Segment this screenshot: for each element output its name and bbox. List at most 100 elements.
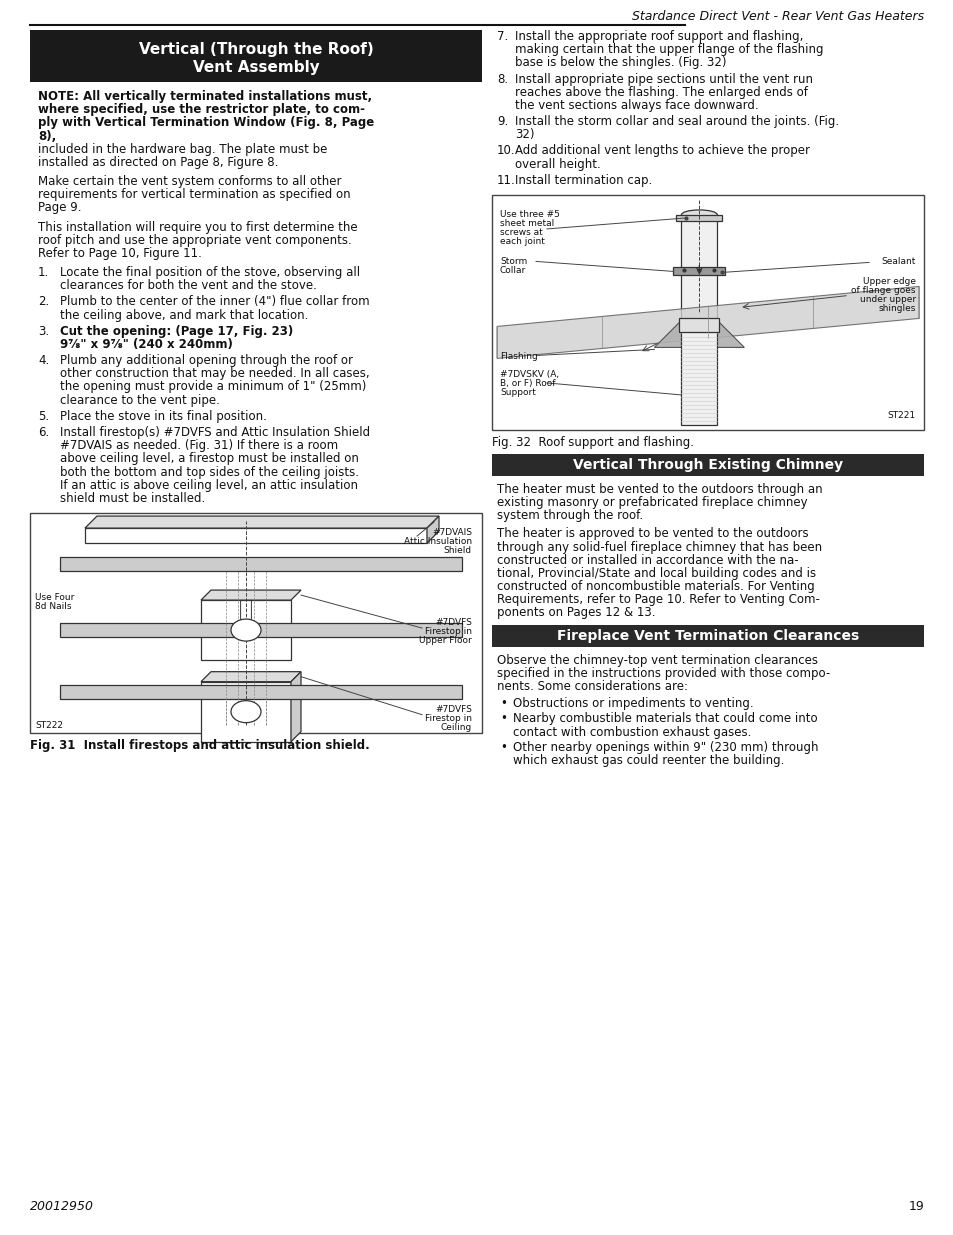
- Text: Install the appropriate roof support and flashing,: Install the appropriate roof support and…: [515, 30, 802, 43]
- Text: Plumb to the center of the inner (4") flue collar from: Plumb to the center of the inner (4") fl…: [60, 295, 369, 309]
- Text: 5.: 5.: [38, 410, 49, 422]
- Text: •: •: [499, 698, 506, 710]
- Text: through any solid-fuel fireplace chimney that has been: through any solid-fuel fireplace chimney…: [497, 541, 821, 553]
- Text: #7DVAIS as needed. (Fig. 31) If there is a room: #7DVAIS as needed. (Fig. 31) If there is…: [60, 440, 337, 452]
- Text: 11.: 11.: [497, 174, 516, 186]
- Text: 10.: 10.: [497, 144, 515, 157]
- Text: Shield: Shield: [443, 546, 472, 555]
- Text: Add additional vent lengths to achieve the proper: Add additional vent lengths to achieve t…: [515, 144, 809, 157]
- Text: installed as directed on Page 8, Figure 8.: installed as directed on Page 8, Figure …: [38, 156, 278, 169]
- Text: constructed of noncombustible materials. For Venting: constructed of noncombustible materials.…: [497, 580, 814, 593]
- Polygon shape: [201, 672, 301, 682]
- Text: Other nearby openings within 9" (230 mm) through: Other nearby openings within 9" (230 mm)…: [513, 741, 818, 753]
- Text: Flashing: Flashing: [499, 352, 537, 362]
- Text: Attic Insulation: Attic Insulation: [403, 537, 472, 546]
- Bar: [492, 625, 923, 647]
- Text: ponents on Pages 12 & 13.: ponents on Pages 12 & 13.: [497, 606, 655, 620]
- Text: clearance to the vent pipe.: clearance to the vent pipe.: [60, 394, 219, 406]
- Text: constructed or installed in accordance with the na-: constructed or installed in accordance w…: [497, 553, 798, 567]
- Polygon shape: [497, 287, 918, 358]
- Text: 8.: 8.: [497, 73, 508, 85]
- Text: The heater is approved to be vented to the outdoors: The heater is approved to be vented to t…: [497, 527, 808, 541]
- Text: 7.: 7.: [497, 30, 508, 43]
- Text: existing masonry or prefabricated fireplace chimney: existing masonry or prefabricated firepl…: [497, 496, 807, 509]
- Text: 20012950: 20012950: [30, 1200, 94, 1213]
- Text: If an attic is above ceiling level, an attic insulation: If an attic is above ceiling level, an a…: [60, 479, 357, 492]
- Text: Collar: Collar: [499, 267, 526, 275]
- Text: tional, Provincial/State and local building codes and is: tional, Provincial/State and local build…: [497, 567, 815, 580]
- Polygon shape: [201, 600, 291, 659]
- Text: Firestop in: Firestop in: [424, 714, 472, 722]
- Text: Install appropriate pipe sections until the vent run: Install appropriate pipe sections until …: [515, 73, 812, 85]
- Text: the vent sections always face downward.: the vent sections always face downward.: [515, 99, 758, 112]
- Text: shield must be installed.: shield must be installed.: [60, 492, 205, 505]
- Bar: [85, 529, 427, 543]
- Text: specified in the instructions provided with those compo-: specified in the instructions provided w…: [497, 667, 829, 679]
- Text: shingles: shingles: [878, 304, 915, 314]
- Text: Support: Support: [499, 388, 536, 396]
- Bar: [676, 215, 721, 221]
- Text: Stardance Direct Vent - Rear Vent Gas Heaters: Stardance Direct Vent - Rear Vent Gas He…: [631, 10, 923, 23]
- Text: Storm: Storm: [499, 257, 527, 267]
- Text: Install the storm collar and seal around the joints. (Fig.: Install the storm collar and seal around…: [515, 115, 839, 128]
- Text: Fig. 31  Install firestops and attic insulation shield.: Fig. 31 Install firestops and attic insu…: [30, 739, 370, 752]
- Text: clearances for both the vent and the stove.: clearances for both the vent and the sto…: [60, 279, 316, 293]
- Text: Fig. 32  Roof support and flashing.: Fig. 32 Roof support and flashing.: [492, 436, 693, 450]
- Text: Plumb any additional opening through the roof or: Plumb any additional opening through the…: [60, 354, 353, 367]
- Polygon shape: [201, 590, 301, 600]
- Text: 2.: 2.: [38, 295, 50, 309]
- Bar: [673, 268, 724, 275]
- Text: which exhaust gas could reenter the building.: which exhaust gas could reenter the buil…: [513, 753, 783, 767]
- Text: Install firestop(s) #7DVFS and Attic Insulation Shield: Install firestop(s) #7DVFS and Attic Ins…: [60, 426, 370, 438]
- Text: each joint: each joint: [499, 237, 544, 246]
- Ellipse shape: [231, 700, 261, 722]
- Text: NOTE: All vertically terminated installations must,: NOTE: All vertically terminated installa…: [38, 90, 372, 103]
- Text: the opening must provide a minimum of 1" (25mm): the opening must provide a minimum of 1"…: [60, 380, 366, 394]
- Bar: [60, 557, 461, 571]
- Text: ply with Vertical Termination Window (Fig. 8, Page: ply with Vertical Termination Window (Fi…: [38, 116, 374, 130]
- Text: #7DVAIS: #7DVAIS: [432, 529, 472, 537]
- Polygon shape: [654, 320, 743, 347]
- Text: •: •: [499, 741, 506, 753]
- Polygon shape: [427, 516, 438, 543]
- Text: Firestop in: Firestop in: [424, 627, 472, 636]
- Text: 1.: 1.: [38, 266, 50, 279]
- Text: 8d Nails: 8d Nails: [35, 603, 71, 611]
- Text: Use Four: Use Four: [35, 593, 74, 603]
- Text: Fireplace Vent Termination Clearances: Fireplace Vent Termination Clearances: [557, 629, 859, 642]
- Text: 4.: 4.: [38, 354, 50, 367]
- Text: Vertical (Through the Roof): Vertical (Through the Roof): [138, 42, 373, 57]
- Bar: [679, 319, 719, 332]
- Text: of flange goes: of flange goes: [851, 287, 915, 295]
- Text: Make certain the vent system conforms to all other: Make certain the vent system conforms to…: [38, 175, 341, 188]
- Text: Requirements, refer to Page 10. Refer to Venting Com-: Requirements, refer to Page 10. Refer to…: [497, 593, 819, 606]
- Ellipse shape: [680, 210, 717, 220]
- Text: overall height.: overall height.: [515, 158, 600, 170]
- Text: above ceiling level, a firestop must be installed on: above ceiling level, a firestop must be …: [60, 452, 358, 466]
- Bar: [680, 320, 717, 425]
- Text: #7DVFS: #7DVFS: [435, 705, 472, 714]
- Text: Sealant: Sealant: [881, 257, 915, 267]
- Text: Observe the chimney-top vent termination clearances: Observe the chimney-top vent termination…: [497, 653, 817, 667]
- Text: both the bottom and top sides of the ceiling joists.: both the bottom and top sides of the cei…: [60, 466, 358, 478]
- Text: Vent Assembly: Vent Assembly: [193, 61, 319, 75]
- Text: roof pitch and use the appropriate vent components.: roof pitch and use the appropriate vent …: [38, 233, 352, 247]
- Text: Ceiling: Ceiling: [440, 722, 472, 731]
- Text: Page 9.: Page 9.: [38, 201, 81, 215]
- Text: Vertical Through Existing Chimney: Vertical Through Existing Chimney: [573, 458, 842, 472]
- Text: ST222: ST222: [35, 721, 63, 730]
- Text: nents. Some considerations are:: nents. Some considerations are:: [497, 680, 687, 693]
- Text: Upper edge: Upper edge: [862, 278, 915, 287]
- Text: Use three #5: Use three #5: [499, 210, 559, 219]
- Ellipse shape: [231, 619, 261, 641]
- Text: other construction that may be needed. In all cases,: other construction that may be needed. I…: [60, 367, 369, 380]
- Text: #7DVFS: #7DVFS: [435, 618, 472, 627]
- Text: Refer to Page 10, Figure 11.: Refer to Page 10, Figure 11.: [38, 247, 202, 259]
- Polygon shape: [201, 682, 291, 742]
- Text: under upper: under upper: [859, 295, 915, 304]
- Bar: [60, 624, 461, 637]
- Polygon shape: [291, 672, 301, 742]
- Text: 9.: 9.: [497, 115, 508, 128]
- Text: system through the roof.: system through the roof.: [497, 509, 642, 522]
- Text: Cut the opening: (Page 17, Fig. 23): Cut the opening: (Page 17, Fig. 23): [60, 325, 293, 338]
